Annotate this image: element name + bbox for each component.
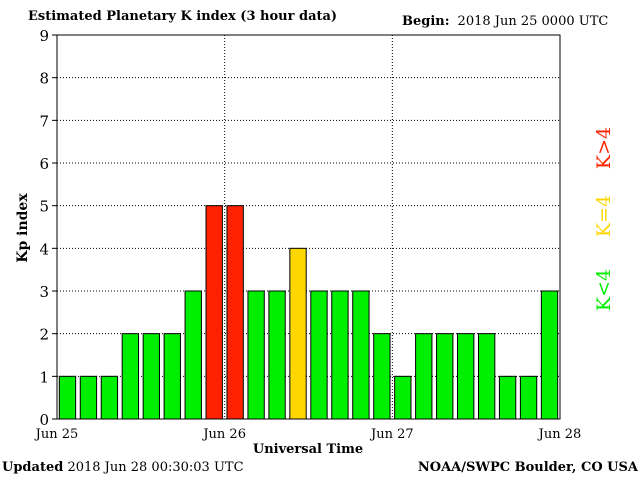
kp-bar bbox=[310, 290, 328, 420]
x-tick-label: Jun 28 bbox=[537, 427, 582, 442]
kp-bar bbox=[184, 290, 202, 420]
kp-bar bbox=[436, 333, 454, 420]
kp-bar bbox=[394, 375, 412, 420]
x-tick-labels: Jun 25 Jun 26 Jun 27 Jun 28 bbox=[34, 427, 582, 442]
x-tick-label: Jun 26 bbox=[201, 427, 246, 442]
y-tick-label: 3 bbox=[39, 283, 49, 301]
updated-value: 2018 Jun 28 00:30:03 UTC bbox=[67, 460, 244, 475]
kp-bar bbox=[498, 375, 517, 420]
credit-text: NOAA/SWPC Boulder, CO USA bbox=[417, 460, 638, 475]
y-tick-label: 8 bbox=[39, 70, 49, 88]
kp-bar bbox=[268, 290, 286, 420]
y-axis-label: Kp index bbox=[15, 193, 31, 263]
chart-title: Estimated Planetary K index (3 hour data… bbox=[28, 9, 338, 24]
y-tick-label: 1 bbox=[39, 368, 49, 386]
legend-high: K>4 bbox=[593, 127, 615, 169]
kp-bar bbox=[79, 375, 98, 420]
kp-bar bbox=[373, 333, 391, 420]
begin-info: Begin: 2018 Jun 25 0000 UTC bbox=[402, 14, 608, 29]
kp-bar bbox=[121, 333, 140, 420]
kp-bar bbox=[142, 333, 160, 420]
kp-bar bbox=[58, 375, 77, 420]
y-tick-label: 5 bbox=[39, 198, 49, 216]
kp-bar bbox=[352, 290, 370, 420]
plot-frame bbox=[56, 34, 561, 420]
legend-low: K<4 bbox=[593, 269, 615, 311]
begin-label: Begin: bbox=[402, 14, 450, 29]
x-tick-label: Jun 27 bbox=[369, 427, 414, 442]
grid-lines bbox=[57, 35, 560, 419]
updated-info: Updated 2018 Jun 28 00:30:03 UTC bbox=[2, 460, 244, 475]
y-tick-label: 6 bbox=[39, 155, 49, 173]
kp-bar bbox=[477, 333, 496, 420]
begin-value: 2018 Jun 25 0000 UTC bbox=[457, 14, 609, 29]
y-tick-label: 7 bbox=[39, 112, 49, 130]
kp-bar bbox=[457, 333, 475, 420]
y-tick-label: 4 bbox=[39, 240, 49, 258]
updated-label: Updated bbox=[2, 460, 64, 475]
kp-bar bbox=[540, 290, 559, 420]
kp-bar bbox=[519, 375, 538, 420]
kp-bar bbox=[415, 333, 433, 420]
kp-bar bbox=[205, 205, 223, 420]
kp-bar bbox=[226, 205, 244, 420]
x-tick-label: Jun 25 bbox=[34, 427, 79, 442]
y-tick-label: 0 bbox=[39, 411, 49, 429]
x-axis-label: Universal Time bbox=[253, 442, 363, 457]
y-tick-labels: 0 1 2 3 4 5 6 7 8 9 bbox=[39, 27, 57, 429]
legend: K>4 K=4 K<4 bbox=[593, 127, 615, 311]
kp-bar bbox=[331, 290, 349, 420]
kp-bar bbox=[247, 290, 265, 420]
legend-mid: K=4 bbox=[593, 195, 615, 237]
kp-bar bbox=[289, 247, 307, 420]
kp-bar bbox=[163, 333, 181, 420]
kp-bar bbox=[100, 375, 119, 420]
y-tick-label: 9 bbox=[39, 27, 49, 45]
bars-group bbox=[58, 205, 559, 420]
y-tick-label: 2 bbox=[39, 326, 49, 344]
